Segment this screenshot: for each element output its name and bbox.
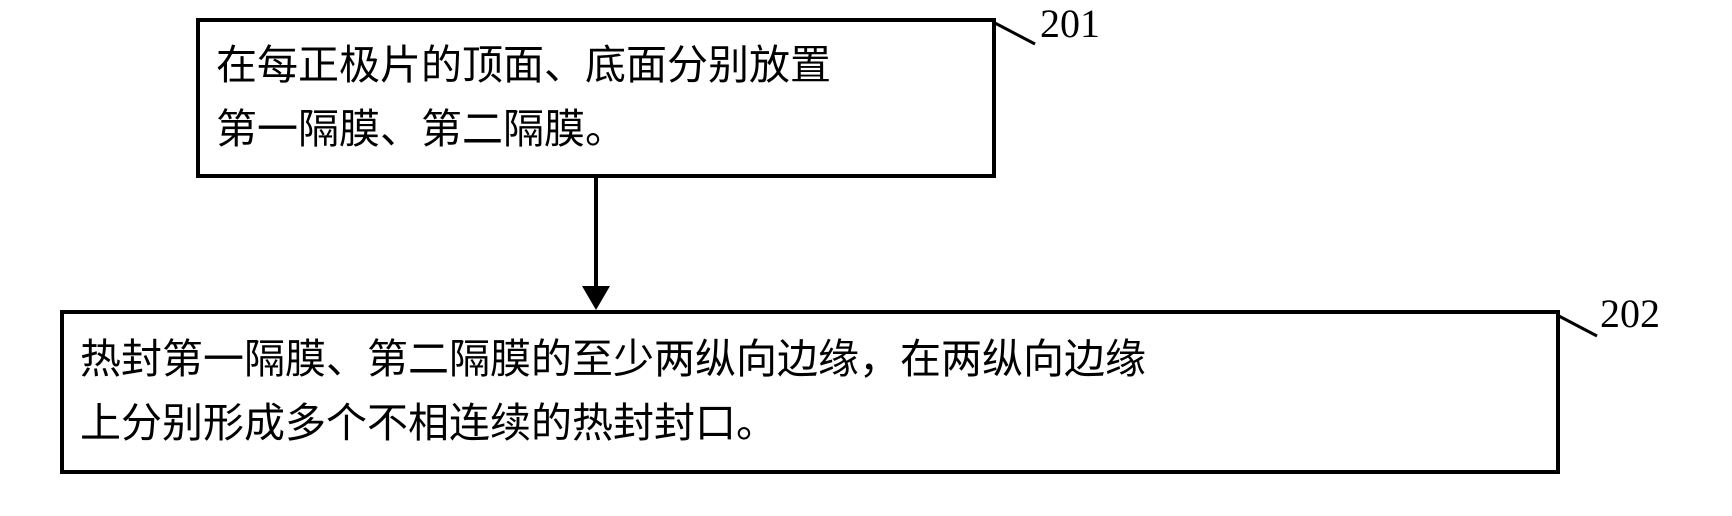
flow-step-1: 在每正极片的顶面、底面分别放置 第一隔膜、第二隔膜。 [196,18,996,178]
arrow-1-shaft [594,178,598,286]
flow-step-2-text: 热封第一隔膜、第二隔膜的至少两纵向边缘，在两纵向边缘 上分别形成多个不相连续的热… [80,328,1146,455]
flow-step-1-label: 201 [1040,0,1100,47]
flow-step-2-label: 202 [1600,290,1660,337]
arrow-1-head [582,286,610,310]
flow-step-1-text: 在每正极片的顶面、底面分别放置 第一隔膜、第二隔膜。 [216,34,831,161]
flow-step-2: 热封第一隔膜、第二隔膜的至少两纵向边缘，在两纵向边缘 上分别形成多个不相连续的热… [60,310,1560,474]
